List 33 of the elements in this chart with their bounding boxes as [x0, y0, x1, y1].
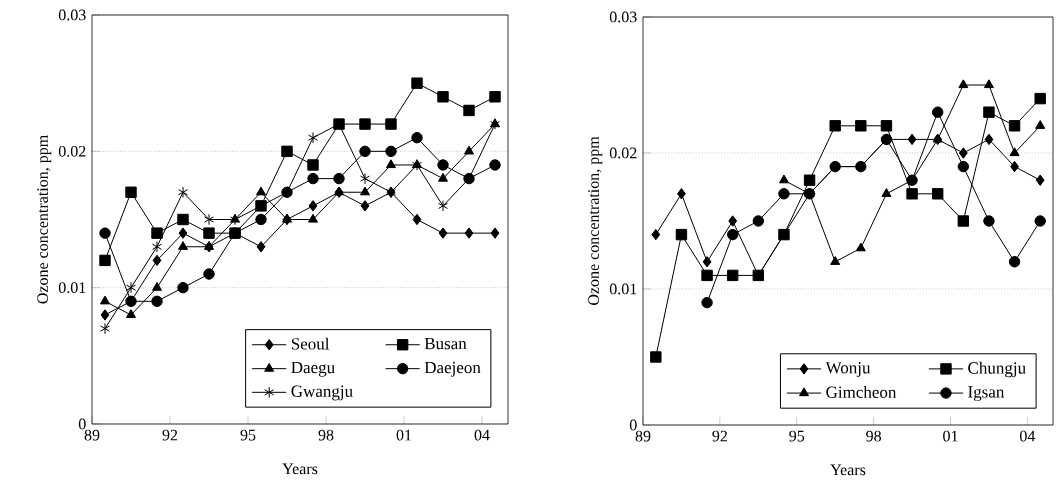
legend-label: Seoul: [291, 337, 330, 350]
y-tick-label: 0.02: [58, 145, 86, 157]
x-tick-label: 95: [240, 429, 256, 441]
legend-label: Busan: [424, 337, 467, 350]
x-tick-label: 04: [1019, 430, 1036, 442]
x-tick-label: 89: [84, 429, 100, 441]
y-tick-label: 0: [629, 419, 637, 431]
y-tick-label: 0: [78, 418, 86, 430]
y-tick-label: 0.01: [609, 283, 637, 295]
x-tick-label: 04: [474, 429, 490, 441]
y-tick-label: 0.01: [58, 282, 86, 294]
x-tick-label: 95: [789, 430, 805, 442]
x-axis-title: Years: [830, 464, 866, 476]
y-tick-label: 0.03: [58, 9, 86, 21]
x-tick-label: 92: [162, 429, 178, 441]
y-tick-label: 0.03: [609, 11, 637, 23]
legend-label: Igsan: [968, 386, 1005, 402]
legend-label: Chungju: [968, 361, 1026, 378]
x-tick-label: 92: [712, 430, 727, 442]
y-tick-label: 0.02: [609, 147, 637, 159]
x-tick-label: 01: [396, 429, 412, 441]
x-tick-label: 89: [635, 430, 651, 442]
legend-label: Daegu: [291, 361, 335, 377]
legend-label: Gimcheon: [826, 385, 897, 398]
legend-label: Wonju: [825, 362, 871, 377]
legend-label: Gwangju: [291, 385, 353, 401]
x-tick-label: 01: [943, 430, 958, 442]
y-axis-title: Ozone concentration, ppm: [37, 135, 52, 304]
legend-label: Daejeon: [424, 361, 481, 377]
y-axis-title: Ozone concentration, ppm: [588, 136, 603, 305]
x-tick-label: 98: [866, 430, 882, 442]
x-axis-title: Years: [282, 463, 318, 475]
x-tick-label: 98: [318, 429, 334, 441]
